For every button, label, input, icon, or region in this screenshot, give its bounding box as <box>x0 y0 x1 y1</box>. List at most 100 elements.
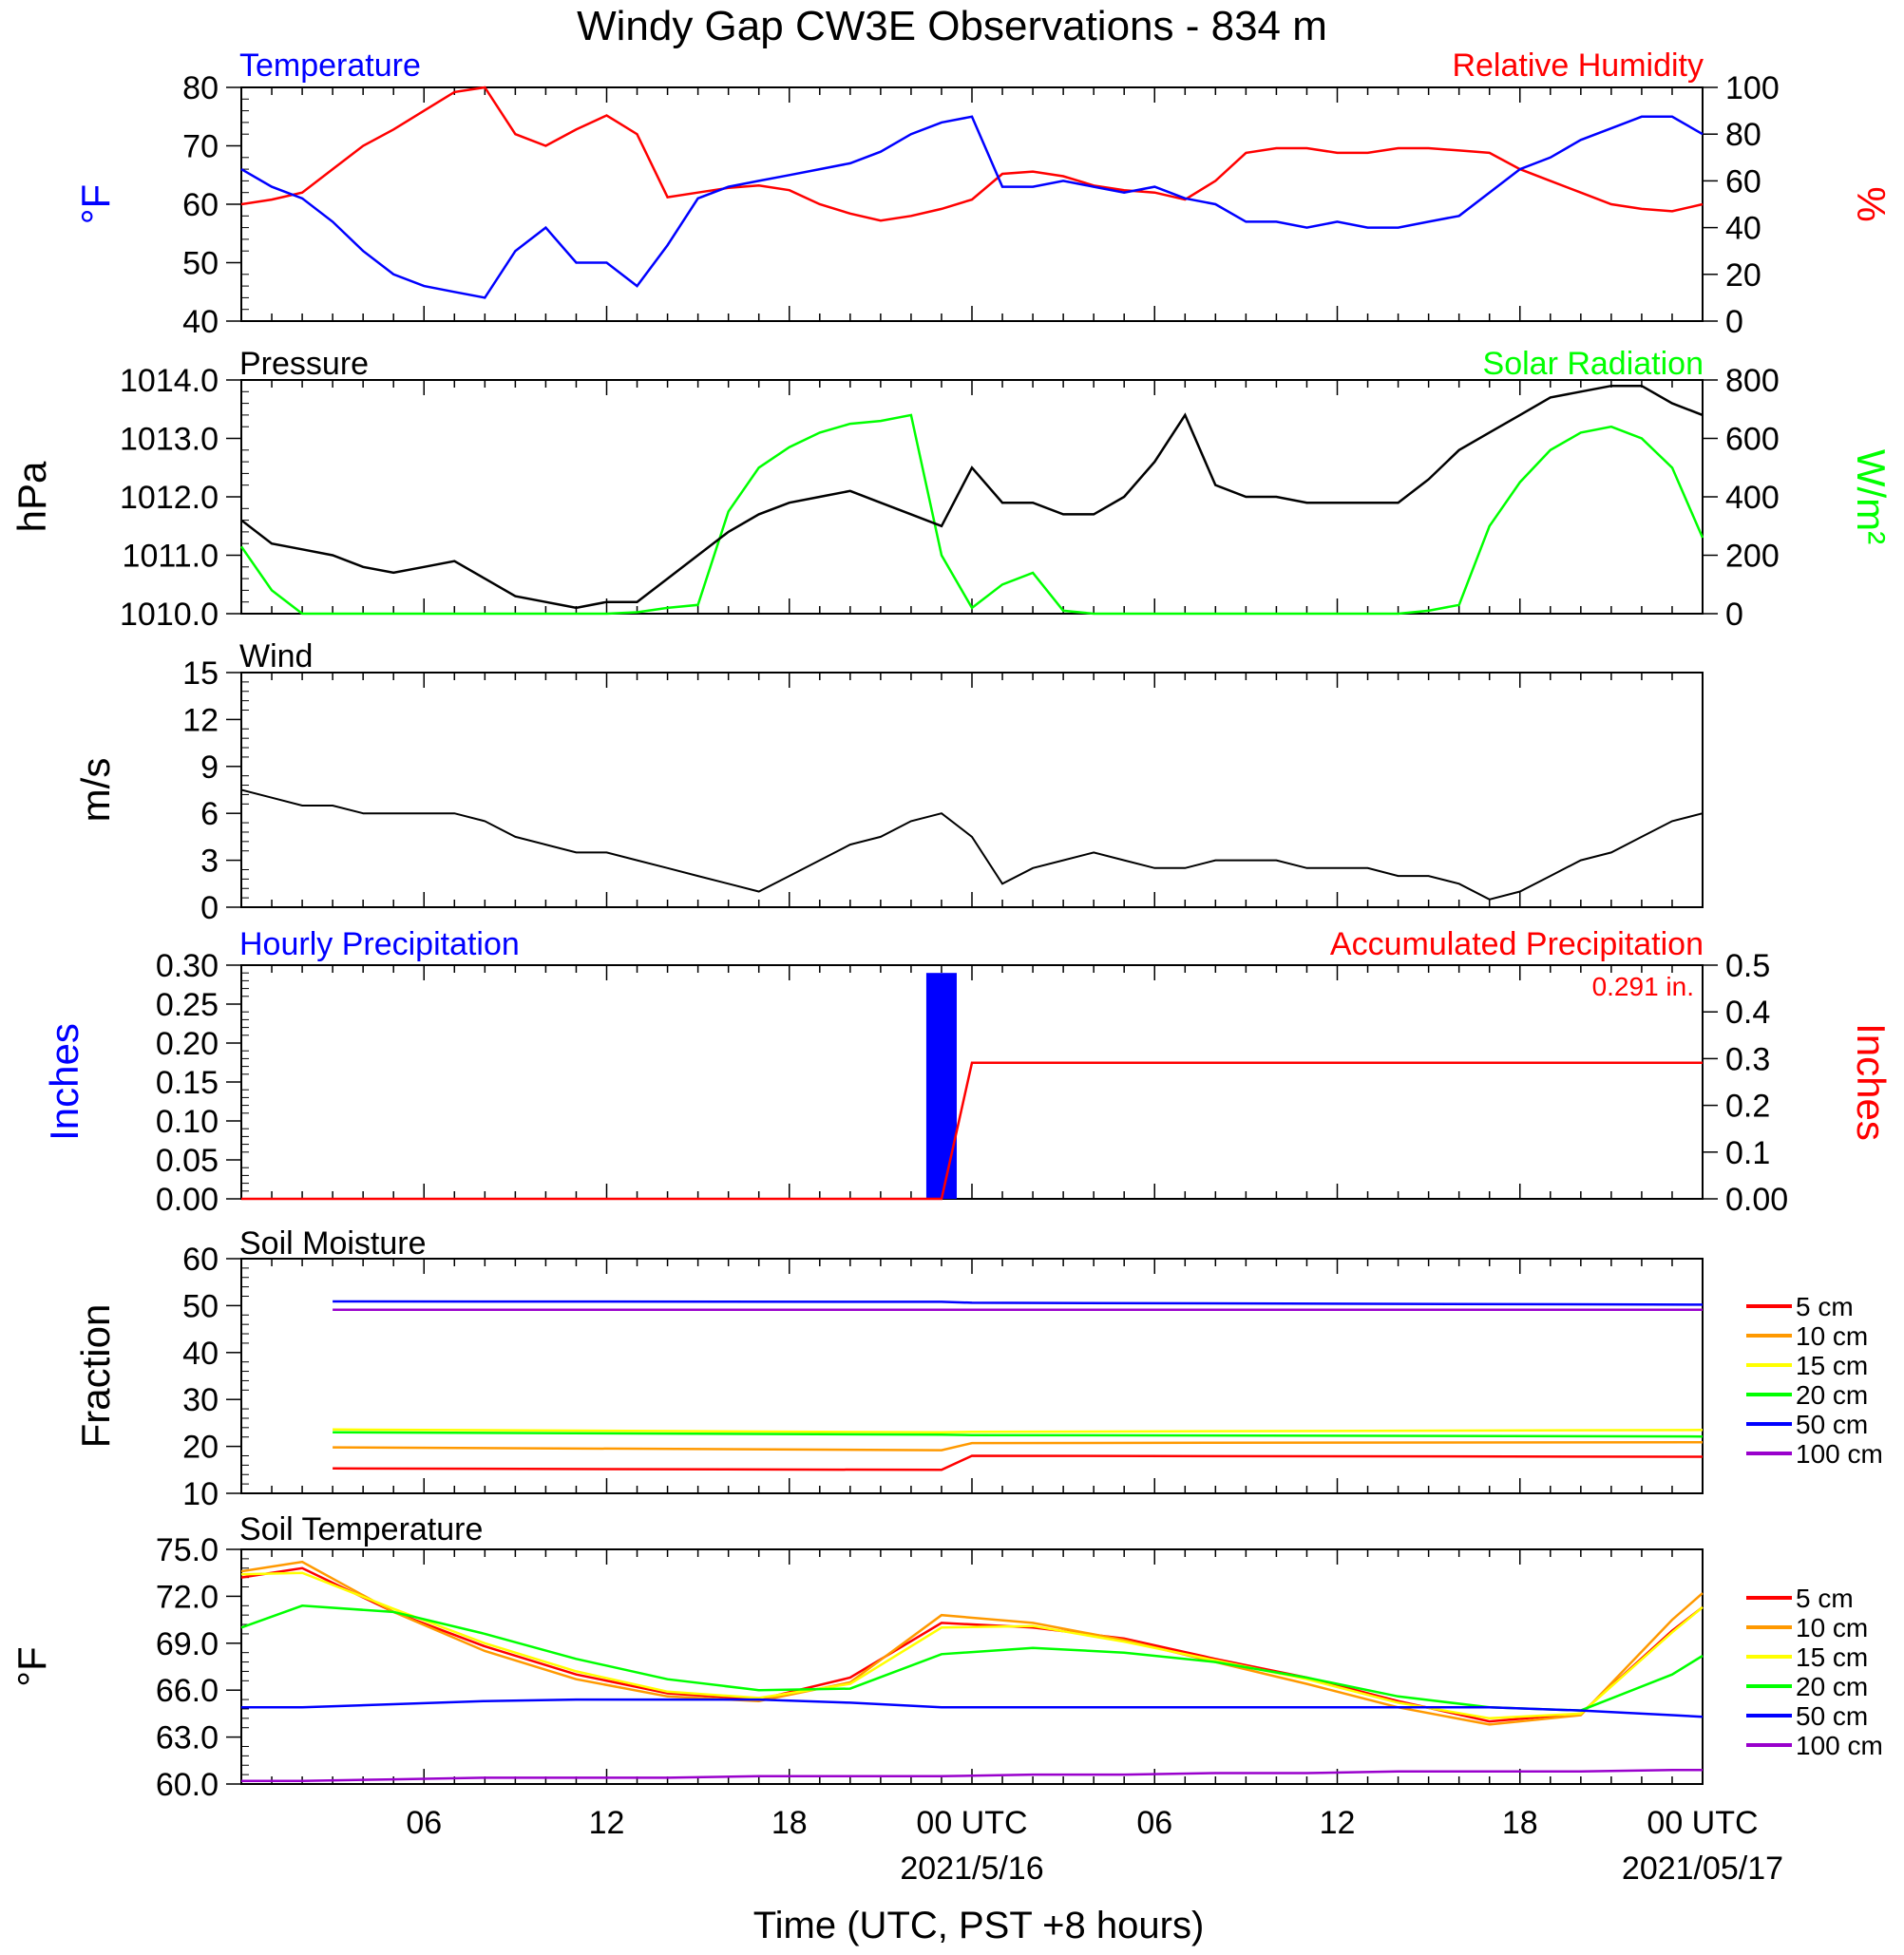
legend-label: 100 cm <box>1796 1731 1883 1760</box>
soil-moisture-series-line <box>333 1428 1704 1434</box>
soil-temperature-series-line <box>240 1571 1704 1720</box>
y-tick-label: 75.0 <box>156 1532 219 1568</box>
x-tick-label: 00 UTC <box>916 1805 1027 1841</box>
plot-frame <box>240 1258 1704 1494</box>
soil-temperature-series-line <box>241 1698 1704 1718</box>
y-right-tick-label: 60 <box>1725 163 1761 199</box>
y-right-tick-label: 20 <box>1725 257 1761 294</box>
y-tick-label: 0.25 <box>156 987 219 1023</box>
soil-moisture-series-line <box>333 1300 1704 1306</box>
soil-moisture-title: Soil Moisture <box>239 1225 427 1262</box>
left-axis-unit: hPa <box>10 461 54 532</box>
plot-frame <box>240 379 1704 615</box>
legend-label: 20 cm <box>1796 1672 1868 1701</box>
y-tick-label: 3 <box>200 844 219 880</box>
y-tick-label: 60 <box>182 187 219 223</box>
left-axis-unit: Fraction <box>73 1304 118 1449</box>
y-tick-label: 60.0 <box>156 1767 219 1803</box>
y-tick-label: 1013.0 <box>120 422 219 458</box>
soil-temperature-panel: Soil Temperature 60.0 63.0 66.0 69.0 72.0 75.… <box>10 1511 1883 1803</box>
x-tick-label: 12 <box>589 1805 625 1841</box>
y-right-tick-label: 0 <box>1725 597 1743 633</box>
pressure-series-line <box>240 384 1704 610</box>
accum-precip-series-line <box>241 1061 1703 1201</box>
soil-moisture-series-line <box>333 1440 1704 1452</box>
legend-label: 5 cm <box>1796 1584 1854 1613</box>
y-right-tick-label: 0.2 <box>1725 1089 1770 1125</box>
y-tick-label: 1012.0 <box>120 480 219 516</box>
y-tick-label: 60 <box>182 1242 219 1278</box>
y-tick-label: 0.15 <box>156 1065 219 1101</box>
y-tick-label: 50 <box>182 246 219 282</box>
solar-title: Solar Radiation <box>1483 346 1704 382</box>
left-axis-unit: m/s <box>73 758 118 823</box>
hourly-precip-title: Hourly Precipitation <box>239 926 520 962</box>
y-right-tick-label: 800 <box>1725 363 1780 399</box>
y-tick-label: 0.10 <box>156 1104 219 1140</box>
legend-label: 50 cm <box>1796 1701 1868 1731</box>
plot-frame <box>240 672 1704 908</box>
legend-label: 10 cm <box>1796 1613 1868 1642</box>
soil-temperature-series-line <box>241 1768 1703 1782</box>
plot-frame <box>240 1548 1704 1785</box>
y-tick-label: 6 <box>200 796 219 832</box>
accum-precip-total: 0.291 in. <box>1592 972 1694 1001</box>
y-tick-label: 15 <box>182 655 219 692</box>
y-tick-label: 0 <box>200 890 219 926</box>
y-right-tick-label: 0.5 <box>1725 948 1770 984</box>
y-tick-label: 0.20 <box>156 1026 219 1062</box>
x-tick-label: 18 <box>771 1805 808 1841</box>
y-right-tick-label: 0.4 <box>1725 995 1770 1031</box>
y-tick-label: 0.00 <box>156 1182 219 1218</box>
x-tick-label: 06 <box>406 1805 442 1841</box>
rh-title: Relative Humidity <box>1452 47 1704 84</box>
soil-temperature-series-line <box>240 1566 1704 1723</box>
y-right-tick-label: 600 <box>1725 422 1780 458</box>
x-tick-label: 00 UTC <box>1647 1805 1758 1841</box>
y-tick-label: 9 <box>200 750 219 786</box>
plot-frame <box>240 964 1704 1200</box>
legend-label: 10 cm <box>1796 1321 1868 1351</box>
pressure-panel: Pressure Solar Radiation 1010.0 1011.0 101… <box>10 346 1894 633</box>
legend-label: 15 cm <box>1796 1642 1868 1672</box>
x-tick-label: 12 <box>1320 1805 1356 1841</box>
y-tick-label: 1010.0 <box>120 597 219 633</box>
y-right-tick-label: 0.3 <box>1725 1041 1770 1077</box>
y-tick-label: 40 <box>182 304 219 340</box>
figure-title: Windy Gap CW3E Observations - 834 m <box>577 3 1327 49</box>
y-tick-label: 0.30 <box>156 948 219 984</box>
left-axis-unit: Inches <box>42 1023 86 1141</box>
soil-moisture-series-line <box>333 1454 1704 1471</box>
y-tick-label: 30 <box>182 1382 219 1418</box>
soil-moisture-series-line <box>333 1431 1704 1438</box>
y-tick-label: 12 <box>182 702 219 738</box>
y-right-tick-label: 0 <box>1725 304 1743 340</box>
wind-panel: Wind 0 3 6 9 12 15 m/s <box>73 638 1704 926</box>
y-right-tick-label: 40 <box>1725 211 1761 247</box>
soil-temperature-title: Soil Temperature <box>239 1511 483 1547</box>
right-axis-unit: W/m² <box>1849 449 1894 544</box>
y-tick-label: 50 <box>182 1288 219 1324</box>
left-axis-unit: °F <box>73 184 118 224</box>
y-tick-label: 1014.0 <box>120 363 219 399</box>
y-right-tick-label: 80 <box>1725 117 1761 153</box>
x-date-label: 2021/05/17 <box>1622 1851 1783 1887</box>
y-tick-label: 0.05 <box>156 1143 219 1179</box>
x-tick-label: 18 <box>1502 1805 1538 1841</box>
legend-label: 50 cm <box>1796 1410 1868 1439</box>
soil-temperature-series-line <box>240 1604 1704 1712</box>
legend-label: 20 cm <box>1796 1380 1868 1410</box>
wind-speed-series-line <box>240 788 1704 901</box>
y-tick-label: 20 <box>182 1430 219 1466</box>
rh-series-line <box>240 85 1704 222</box>
pressure-title: Pressure <box>239 346 369 382</box>
y-right-tick-label: 200 <box>1725 539 1780 575</box>
temperature-series-line <box>240 115 1704 299</box>
y-tick-label: 1011.0 <box>123 539 219 575</box>
y-tick-label: 40 <box>182 1336 219 1372</box>
y-right-tick-label: 400 <box>1725 480 1780 516</box>
right-axis-unit: % <box>1849 186 1894 221</box>
hourly-precip-bar <box>925 973 957 1199</box>
